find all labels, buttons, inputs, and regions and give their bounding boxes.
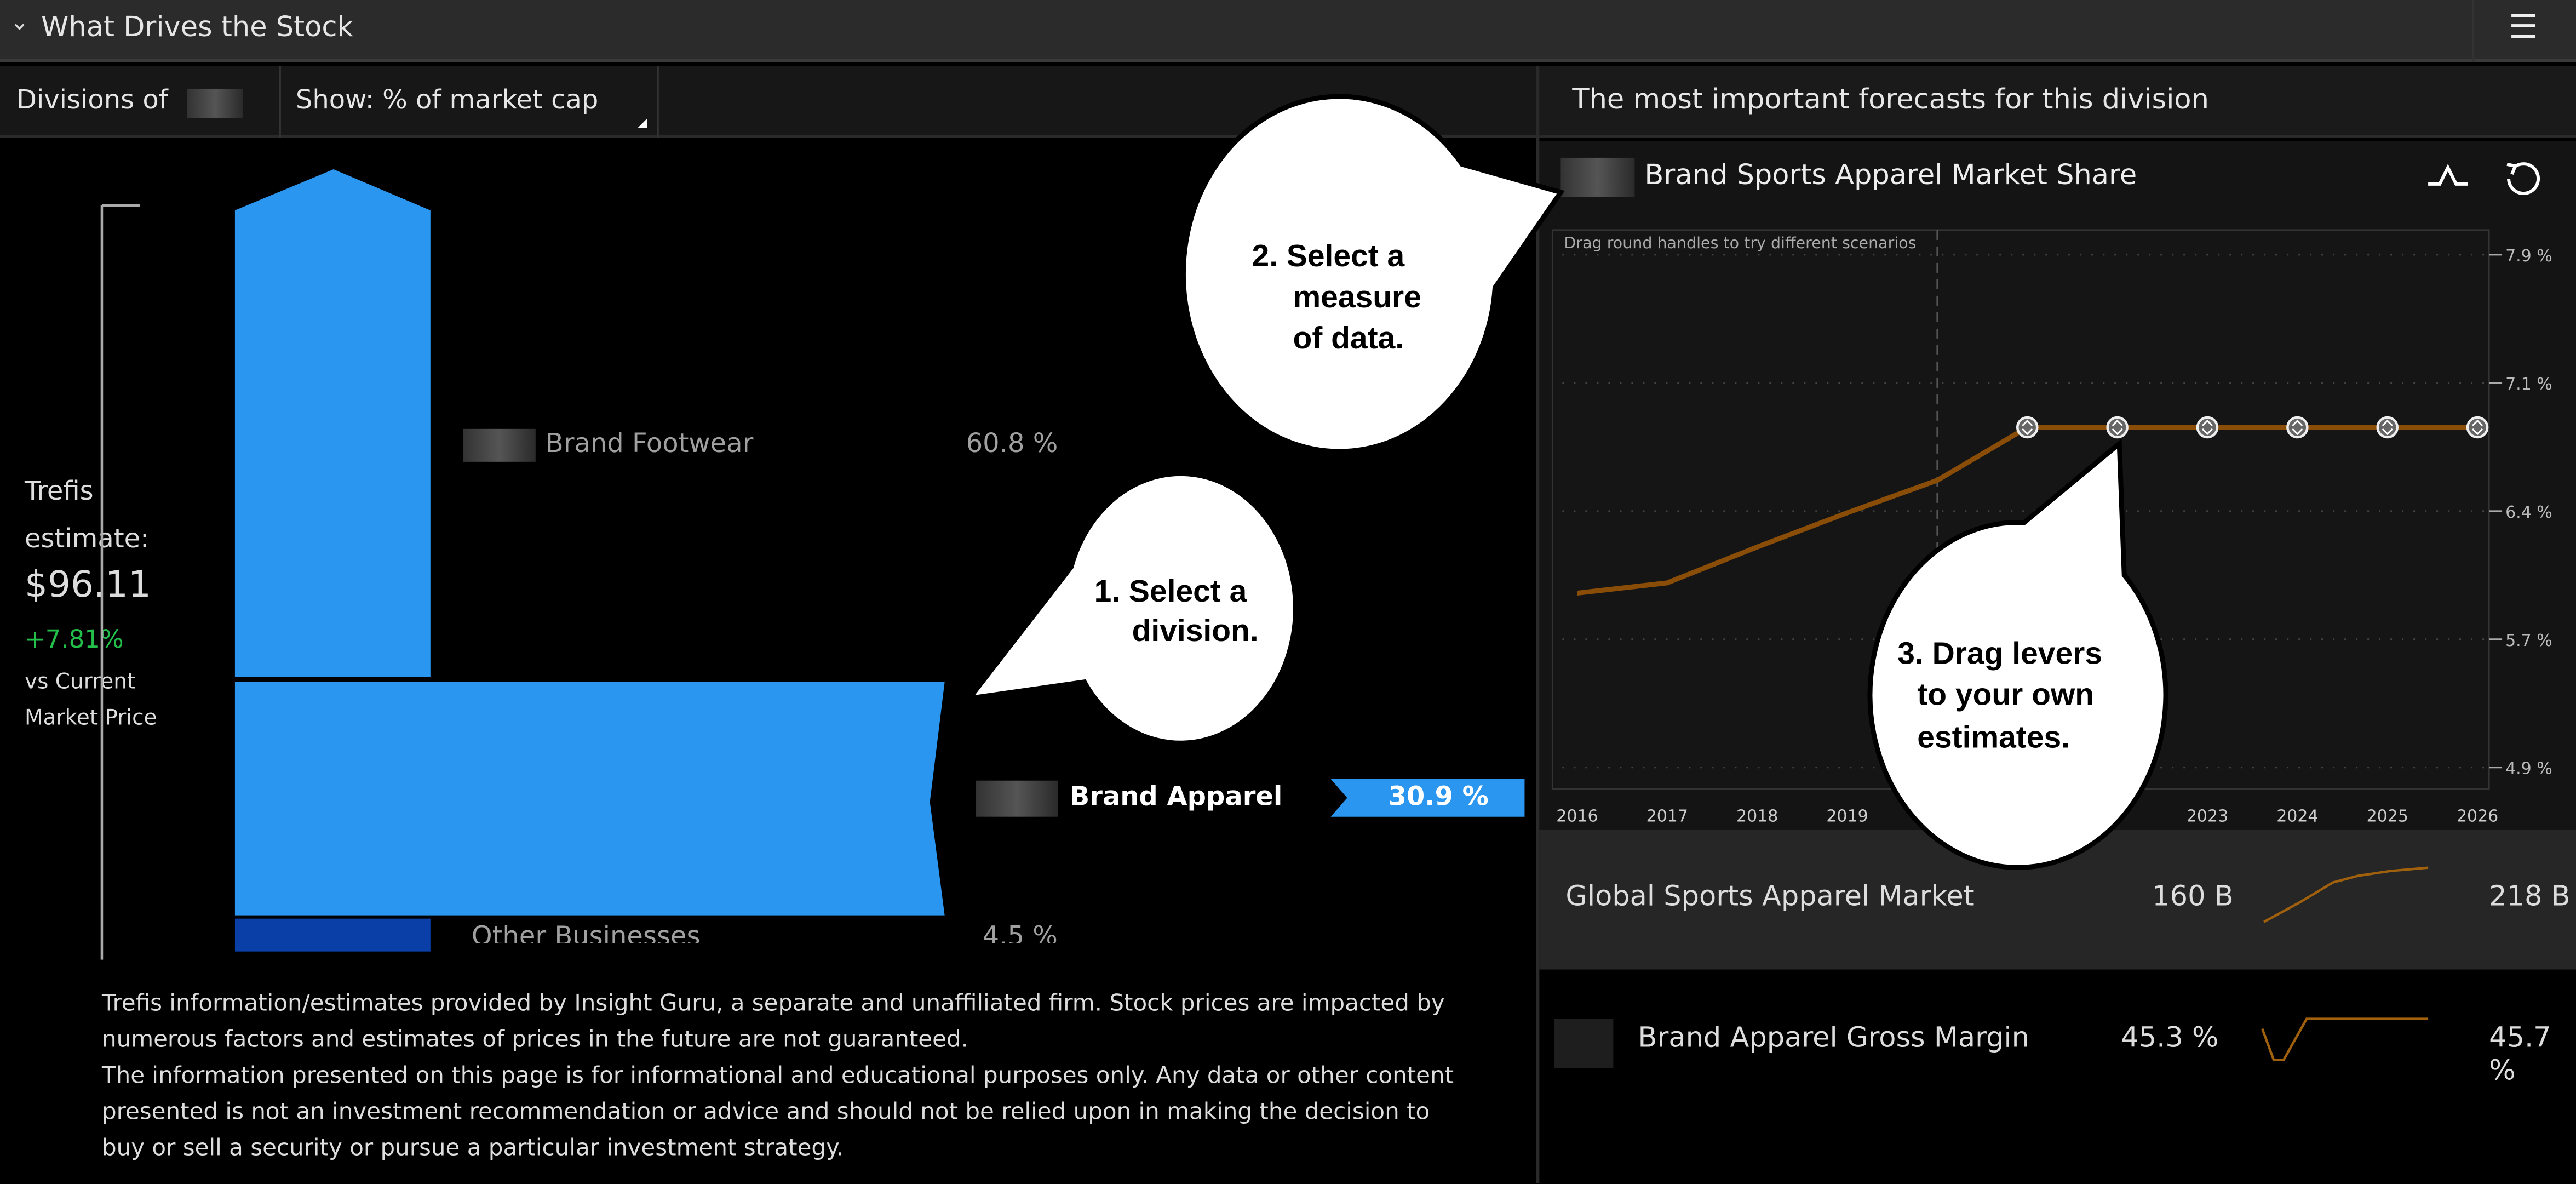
disclaimer-text: Trefis information/estimates provided by… xyxy=(101,991,1445,1054)
redacted-company xyxy=(187,88,243,118)
handle-2026[interactable] xyxy=(2466,416,2489,439)
chevron-down-icon[interactable]: ⌄ xyxy=(9,9,30,36)
division-chart xyxy=(100,169,1525,960)
row-end-value: 218 B xyxy=(2489,880,2571,914)
division-label[interactable]: Brand Footwear xyxy=(545,427,754,459)
x-tick-label: 2016 xyxy=(1556,807,1598,826)
drag-arrows-icon xyxy=(2201,419,2213,436)
handle-2024[interactable] xyxy=(2286,416,2309,439)
handle-2021[interactable] xyxy=(2016,416,2039,439)
row-start-value: 45.3 % xyxy=(2121,1022,2219,1055)
handle-2025[interactable] xyxy=(2376,416,2399,439)
bar-brand-apparel[interactable] xyxy=(234,682,945,916)
chart-type-icon[interactable] xyxy=(2426,161,2469,191)
chart-hint: Drag round handles to try different scen… xyxy=(1564,234,1917,253)
drag-arrows-icon xyxy=(2472,419,2483,436)
forecast-title: Brand Sports Apparel Market Share xyxy=(1644,159,2137,192)
drag-arrows-icon xyxy=(2022,419,2033,436)
row-start-value: 160 B xyxy=(2152,880,2234,914)
estimate-label: estimate: xyxy=(24,522,150,554)
disclaimer-text: The information presented on this page i… xyxy=(101,1063,1454,1162)
forecast-row[interactable]: Brand Apparel Gross Margin 45.3 % 45.7 % xyxy=(1539,969,2576,1183)
estimate-label: Trefis xyxy=(24,474,94,506)
bracket xyxy=(100,204,140,960)
vs-label: vs Current xyxy=(24,670,136,695)
x-tick-label: 2023 xyxy=(2187,807,2228,826)
drag-arrows-icon xyxy=(2112,419,2123,436)
estimate-price: $96.11 xyxy=(24,565,151,607)
x-tick-label: 2026 xyxy=(2457,807,2498,826)
list-icon[interactable]: ☰ xyxy=(2509,6,2538,46)
division-value: 60.8 % xyxy=(966,427,1058,459)
y-tick-label: 7.9 % xyxy=(2505,247,2552,266)
redacted-logo xyxy=(976,780,1058,817)
redacted-logo xyxy=(1560,157,1635,197)
callout-1: 1. Select a division. xyxy=(963,471,1298,746)
x-tick-label: 2018 xyxy=(1736,807,1778,826)
callout-3: 3. Drag levers to your own estimates. xyxy=(1867,438,2168,870)
dropdown-corner-icon xyxy=(637,118,647,128)
x-tick-label: 2024 xyxy=(2276,807,2318,826)
handle-2023[interactable] xyxy=(2196,416,2219,439)
division-label-selected[interactable]: Brand Apparel xyxy=(1069,780,1283,812)
redacted-logo xyxy=(1554,1019,1614,1068)
forecast-title-bar: Brand Sports Apparel Market Share xyxy=(1539,141,2576,210)
division-value: 30.9 % xyxy=(1388,780,1489,812)
redacted-logo xyxy=(463,428,536,462)
y-tick-label: 4.9 % xyxy=(2505,759,2552,779)
trefis-estimate: Trefis estimate: $96.11 xyxy=(25,467,151,610)
disclaimer: Trefis information/estimates provided by… xyxy=(102,986,1466,1167)
section-title: What Drives the Stock xyxy=(41,11,353,44)
bar-brand-footwear[interactable] xyxy=(234,169,431,677)
vs-current: vs Current Market Price xyxy=(25,666,157,738)
division-label[interactable]: Other Businesses xyxy=(471,920,701,943)
row-name: Brand Apparel Gross Margin xyxy=(1638,1022,2030,1055)
sparkline xyxy=(2261,1017,2429,1061)
forecasts-header: The most important forecasts for this di… xyxy=(1539,65,2576,138)
drag-arrows-icon xyxy=(2292,419,2303,436)
row-name: Global Sports Apparel Market xyxy=(1565,880,1975,914)
handle-2022[interactable] xyxy=(2106,416,2129,439)
drag-arrows-icon xyxy=(2382,419,2393,436)
division-value: 4.5 % xyxy=(982,920,1058,943)
show-dropdown[interactable]: Show: % of market cap xyxy=(295,83,599,115)
bar-other-businesses[interactable] xyxy=(234,918,431,952)
y-tick-label: 5.7 % xyxy=(2505,631,2552,650)
y-tick-label: 7.1 % xyxy=(2505,375,2552,394)
y-tick-label: 6.4 % xyxy=(2505,503,2552,522)
row-end-value: 45.7 % xyxy=(2489,1022,2551,1088)
sparkline xyxy=(2263,866,2429,923)
x-tick-label: 2019 xyxy=(1826,807,1868,826)
callout-2: 2. Select a measure of data. xyxy=(1180,94,1565,454)
section-header[interactable]: ⌄ What Drives the Stock ☰ xyxy=(0,0,2576,62)
forecasts-title: The most important forecasts for this di… xyxy=(1572,83,2209,117)
x-tick-label: 2017 xyxy=(1646,807,1688,826)
reset-icon[interactable] xyxy=(2502,156,2545,199)
x-tick-label: 2025 xyxy=(2367,807,2408,826)
vs-label: Market Price xyxy=(24,706,157,731)
selected-value-badge xyxy=(1330,779,1525,817)
estimate-change: +7.81% xyxy=(24,624,124,654)
divisions-label: Divisions of xyxy=(16,83,168,115)
